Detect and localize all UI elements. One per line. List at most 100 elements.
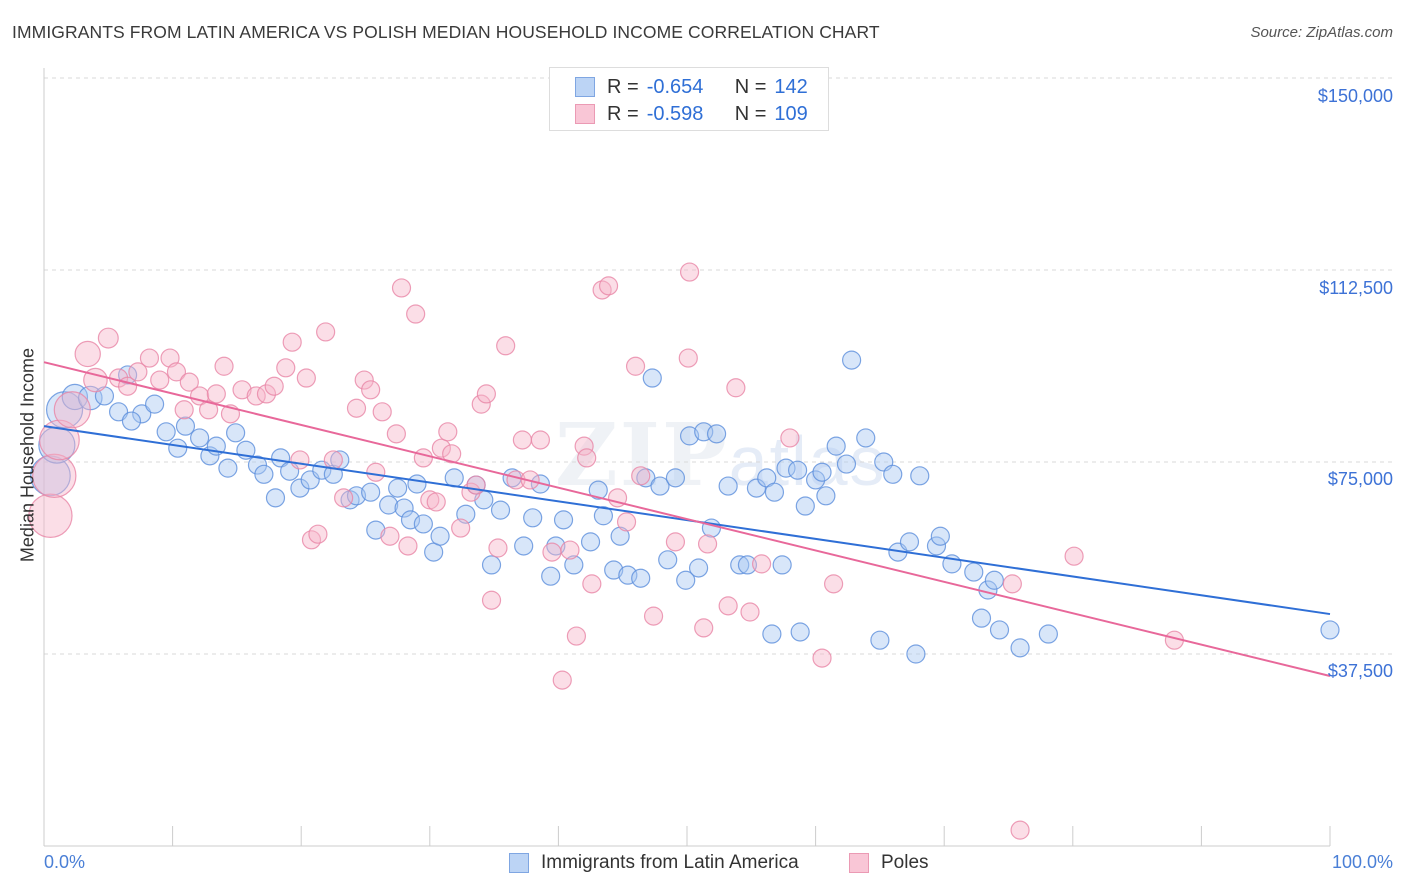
data-point-blue: [826, 436, 846, 456]
data-point-pink: [346, 398, 367, 418]
legend-n-value: 142: [774, 75, 808, 98]
data-point-pink: [296, 368, 316, 388]
legend-swatch-blue: [509, 853, 529, 873]
data-point-blue: [388, 478, 408, 498]
legend-swatch-pink: [575, 104, 595, 124]
trend-line-pink: [43, 361, 1331, 677]
data-point-blue: [366, 520, 386, 540]
data-point-blue: [679, 426, 700, 446]
data-point-blue: [1038, 624, 1058, 644]
data-point-blue: [730, 555, 750, 575]
legend-row-latin-america: R = -0.654 N = 142: [575, 75, 808, 99]
data-point-pink: [726, 378, 746, 398]
source-label: Source: ZipAtlas.com: [1250, 24, 1393, 41]
data-point-pink: [214, 356, 234, 376]
data-point-pink: [406, 304, 426, 324]
data-point-blue: [812, 462, 832, 482]
data-point-blue: [144, 394, 165, 414]
data-point-blue: [805, 470, 826, 490]
data-point-pink: [577, 448, 597, 468]
data-point-blue: [407, 474, 427, 494]
legend-label: Immigrants from Latin America: [541, 852, 799, 873]
data-point-pink: [282, 332, 302, 352]
data-point-blue: [400, 510, 421, 530]
data-point-pink: [542, 542, 562, 562]
data-point-blue: [910, 466, 930, 486]
data-point-pink: [512, 430, 532, 450]
data-point-blue: [984, 570, 1004, 590]
data-point-blue: [737, 555, 758, 575]
data-point-pink: [496, 336, 516, 356]
data-point-pink: [582, 574, 602, 594]
data-point-pink: [316, 322, 336, 342]
data-point-blue: [658, 550, 678, 570]
data-point-blue: [132, 404, 152, 424]
data-point-blue: [564, 555, 584, 575]
data-point-blue: [795, 496, 815, 516]
correlation-legend: R = -0.654 N = 142 R = -0.598 N = 109: [549, 67, 829, 131]
data-point-pink: [481, 590, 502, 610]
x-tick-label-min: 0.0%: [44, 852, 86, 872]
legend-swatch-blue: [575, 77, 595, 97]
data-point-blue: [290, 478, 310, 498]
data-point-blue: [30, 455, 71, 497]
legend-r-value: -0.654: [646, 75, 704, 98]
data-point-pink: [28, 493, 73, 538]
data-point-blue: [776, 458, 796, 478]
data-point-blue: [168, 438, 188, 458]
data-point-pink: [97, 327, 119, 349]
data-point-pink: [694, 618, 714, 638]
data-point-blue: [218, 458, 238, 478]
data-point-blue: [706, 424, 727, 444]
data-point-pink: [361, 380, 381, 400]
data-point-pink: [32, 453, 77, 499]
data-point-blue: [701, 518, 722, 538]
y-tick-label-150000: $150,000: [1317, 86, 1393, 106]
data-point-pink: [780, 428, 800, 448]
data-point-pink: [1064, 546, 1084, 566]
data-point-pink: [530, 430, 550, 450]
legend-row-poles: R = -0.598 N = 109: [575, 102, 808, 126]
legend-n-label: N =: [734, 102, 767, 125]
data-point-blue: [971, 608, 992, 628]
data-point-pink: [431, 438, 451, 458]
data-point-pink: [751, 554, 772, 574]
data-point-pink: [625, 356, 646, 376]
data-point-pink: [476, 384, 496, 404]
data-point-blue: [490, 500, 511, 520]
data-point-pink: [264, 376, 284, 396]
data-point-pink: [1010, 820, 1030, 840]
data-point-pink: [166, 362, 187, 382]
data-point-pink: [398, 536, 418, 556]
data-point-blue: [926, 536, 947, 556]
data-point-blue: [930, 526, 950, 546]
data-point-pink: [574, 436, 594, 456]
data-point-pink: [413, 448, 433, 468]
data-point-blue: [772, 555, 792, 575]
data-point-blue: [1320, 620, 1340, 640]
data-point-blue: [394, 498, 414, 518]
data-point-blue: [816, 486, 836, 506]
y-tick-label-75000: $75,000: [1327, 469, 1393, 489]
data-point-blue: [541, 566, 561, 586]
data-point-pink: [53, 391, 91, 429]
data-point-blue: [650, 476, 670, 496]
data-point-pink: [386, 424, 406, 444]
data-point-pink: [678, 348, 698, 368]
data-point-pink: [438, 422, 458, 442]
data-point-pink: [560, 540, 580, 560]
data-point-blue: [361, 482, 381, 502]
data-point-blue: [856, 428, 876, 448]
data-point-pink: [598, 276, 619, 296]
legend-n-label: N =: [734, 75, 767, 98]
data-point-blue: [588, 480, 608, 500]
data-point-pink: [74, 340, 101, 368]
data-point-pink: [308, 524, 328, 544]
data-point-pink: [812, 648, 832, 668]
data-point-pink: [334, 488, 354, 508]
data-point-blue: [514, 536, 534, 556]
data-point-blue: [271, 448, 291, 468]
data-point-blue: [631, 568, 651, 588]
data-point-pink: [256, 384, 277, 404]
